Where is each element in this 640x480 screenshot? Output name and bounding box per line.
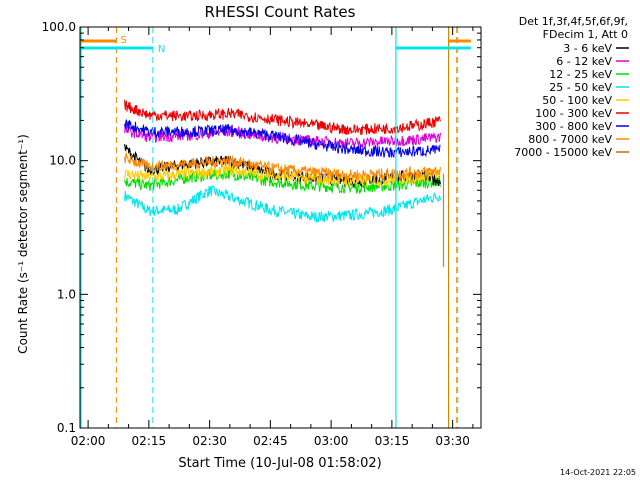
y-tick-label: 1.0 (57, 287, 76, 301)
legend-label: 6 - 12 keV (556, 55, 612, 68)
axes: 0.1 1.0 10.0 100.0 02:00 02:15 02:30 02:45 03:00… (42, 20, 481, 448)
x-tick-label: 02:45 (253, 434, 288, 448)
x-tick-label: 03:00 (314, 434, 349, 448)
legend-header-line2: FDecim 1, Att 0 (543, 28, 628, 41)
series-line (124, 124, 441, 149)
x-tick-label: 02:15 (132, 434, 167, 448)
marker-label: N (158, 44, 165, 55)
legend-label: 25 - 50 keV (549, 81, 612, 94)
series-line (124, 119, 441, 158)
x-axis-label: Start Time (10-Jul-08 01:58:02) (178, 456, 381, 471)
legend-label: 800 - 7000 keV (528, 133, 612, 146)
legend-label: 300 - 800 keV (535, 120, 612, 133)
legend-label: 12 - 25 keV (549, 68, 612, 81)
legend-label: 100 - 300 keV (535, 107, 612, 120)
x-tick-label: 02:30 (192, 434, 227, 448)
y-tick-label: 10.0 (49, 154, 76, 168)
chart-title: RHESSI Count Rates (205, 3, 356, 21)
y-tick-label: 100.0 (42, 20, 76, 34)
x-tick-label: 02:00 (71, 434, 106, 448)
legend-label: 50 - 100 keV (542, 94, 612, 107)
marker-label: S (120, 35, 126, 46)
timestamp: 14-Oct-2021 22:05 (560, 468, 636, 477)
x-tick-label: 03:15 (375, 434, 410, 448)
time-markers: SN (80, 27, 471, 428)
series-lines (124, 99, 441, 223)
series-line (124, 99, 441, 136)
plot-frame (79, 26, 482, 429)
y-axis-label: Count Rate (s⁻¹ detector segment⁻¹) (16, 134, 30, 354)
legend-label: 3 - 6 keV (563, 42, 612, 55)
x-tick-label: 03:30 (435, 434, 470, 448)
legend-label: 7000 - 15000 keV (514, 146, 612, 159)
y-tick-label: 0.1 (57, 421, 76, 435)
legend-header-line1: Det 1f,3f,4f,5f,6f,9f, (519, 15, 628, 28)
series-line (124, 185, 441, 223)
series-line (124, 152, 441, 182)
